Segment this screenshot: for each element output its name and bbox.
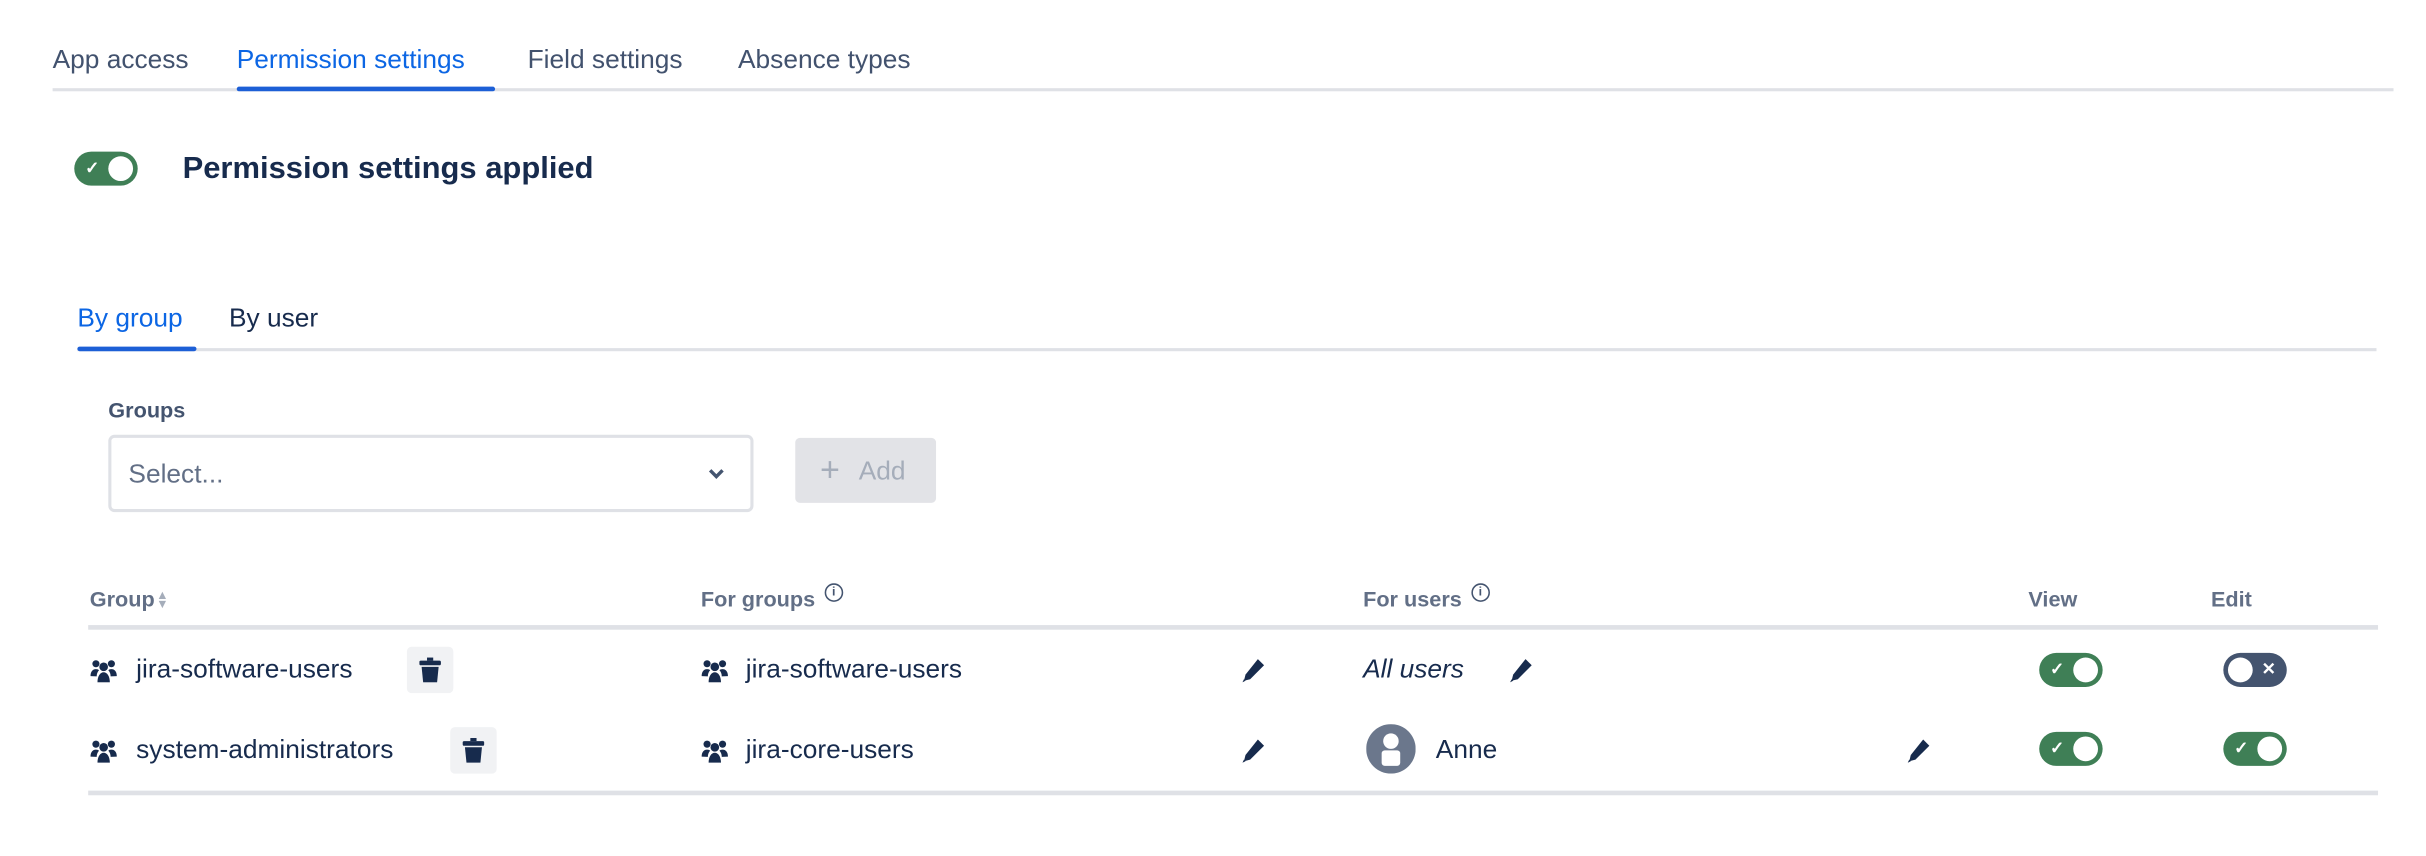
table-bottom-divider <box>88 790 2379 796</box>
active-tab-indicator <box>236 86 496 92</box>
for-users-value: All users <box>1363 654 1464 684</box>
edit-toggle[interactable]: ✓ <box>2223 731 2287 766</box>
header-edit: Edit <box>2210 586 2252 612</box>
chevron-down-icon <box>708 469 724 479</box>
delete-group-button[interactable] <box>450 727 497 774</box>
plus-icon: + <box>820 450 840 489</box>
header-divider <box>88 625 2379 630</box>
group-name: system-administrators <box>136 734 394 765</box>
tab-absence-types[interactable]: Absence types <box>738 44 911 75</box>
sort-icon: ▲ ▼ <box>156 588 169 612</box>
group-name: jira-software-users <box>136 654 353 684</box>
close-icon: ✕ <box>2261 660 2276 680</box>
edit-for-users-pencil-icon[interactable] <box>1906 738 1931 763</box>
groups-select-placeholder: Select... <box>128 459 224 489</box>
group-icon <box>701 738 729 763</box>
for-users-value: Anne <box>1435 734 1498 765</box>
subtab-by-user[interactable]: By user <box>228 303 319 333</box>
tab-field-settings[interactable]: Field settings <box>527 44 683 75</box>
add-button[interactable]: + Add <box>795 437 937 503</box>
group-icon <box>90 658 118 683</box>
groups-select[interactable]: Select... <box>108 434 754 513</box>
view-toggle[interactable]: ✓ <box>2039 731 2103 766</box>
header-for-users: For users i <box>1363 583 1490 611</box>
user-avatar-icon <box>1366 724 1416 774</box>
permission-settings-toggle[interactable]: ✓ <box>74 151 138 186</box>
edit-for-groups-pencil-icon[interactable] <box>1241 658 1266 683</box>
check-icon: ✓ <box>2050 739 2065 759</box>
tab-permission-settings[interactable]: Permission settings <box>236 44 465 75</box>
info-icon[interactable]: i <box>1471 583 1490 602</box>
trash-icon <box>419 658 441 683</box>
group-icon <box>701 658 729 683</box>
edit-for-groups-pencil-icon[interactable] <box>1241 738 1266 763</box>
header-for-groups: For groups i <box>701 583 844 611</box>
edit-toggle[interactable]: ✕ <box>2223 652 2287 687</box>
subtabs-divider <box>77 348 2377 352</box>
add-button-label: Add <box>858 456 906 486</box>
edit-for-users-pencil-icon[interactable] <box>1509 658 1534 683</box>
header-view: View <box>2028 586 2078 612</box>
for-groups-value: jira-core-users <box>745 734 914 765</box>
tab-app-access[interactable]: App access <box>52 44 189 75</box>
header-group[interactable]: Group ▲ ▼ <box>89 586 169 612</box>
info-icon[interactable]: i <box>824 583 844 602</box>
tabs-divider <box>52 88 2394 92</box>
groups-label: Groups <box>108 397 186 423</box>
for-groups-value: jira-software-users <box>745 654 963 684</box>
trash-icon <box>463 738 485 763</box>
subtab-by-group[interactable]: By group <box>77 303 183 333</box>
check-icon: ✓ <box>2050 660 2065 680</box>
view-toggle[interactable]: ✓ <box>2039 652 2103 687</box>
active-subtab-indicator <box>77 346 197 352</box>
check-icon: ✓ <box>85 159 100 178</box>
delete-group-button[interactable] <box>406 646 454 694</box>
permission-settings-title: Permission settings applied <box>182 151 594 186</box>
group-icon <box>90 738 118 763</box>
check-icon: ✓ <box>2234 739 2249 759</box>
